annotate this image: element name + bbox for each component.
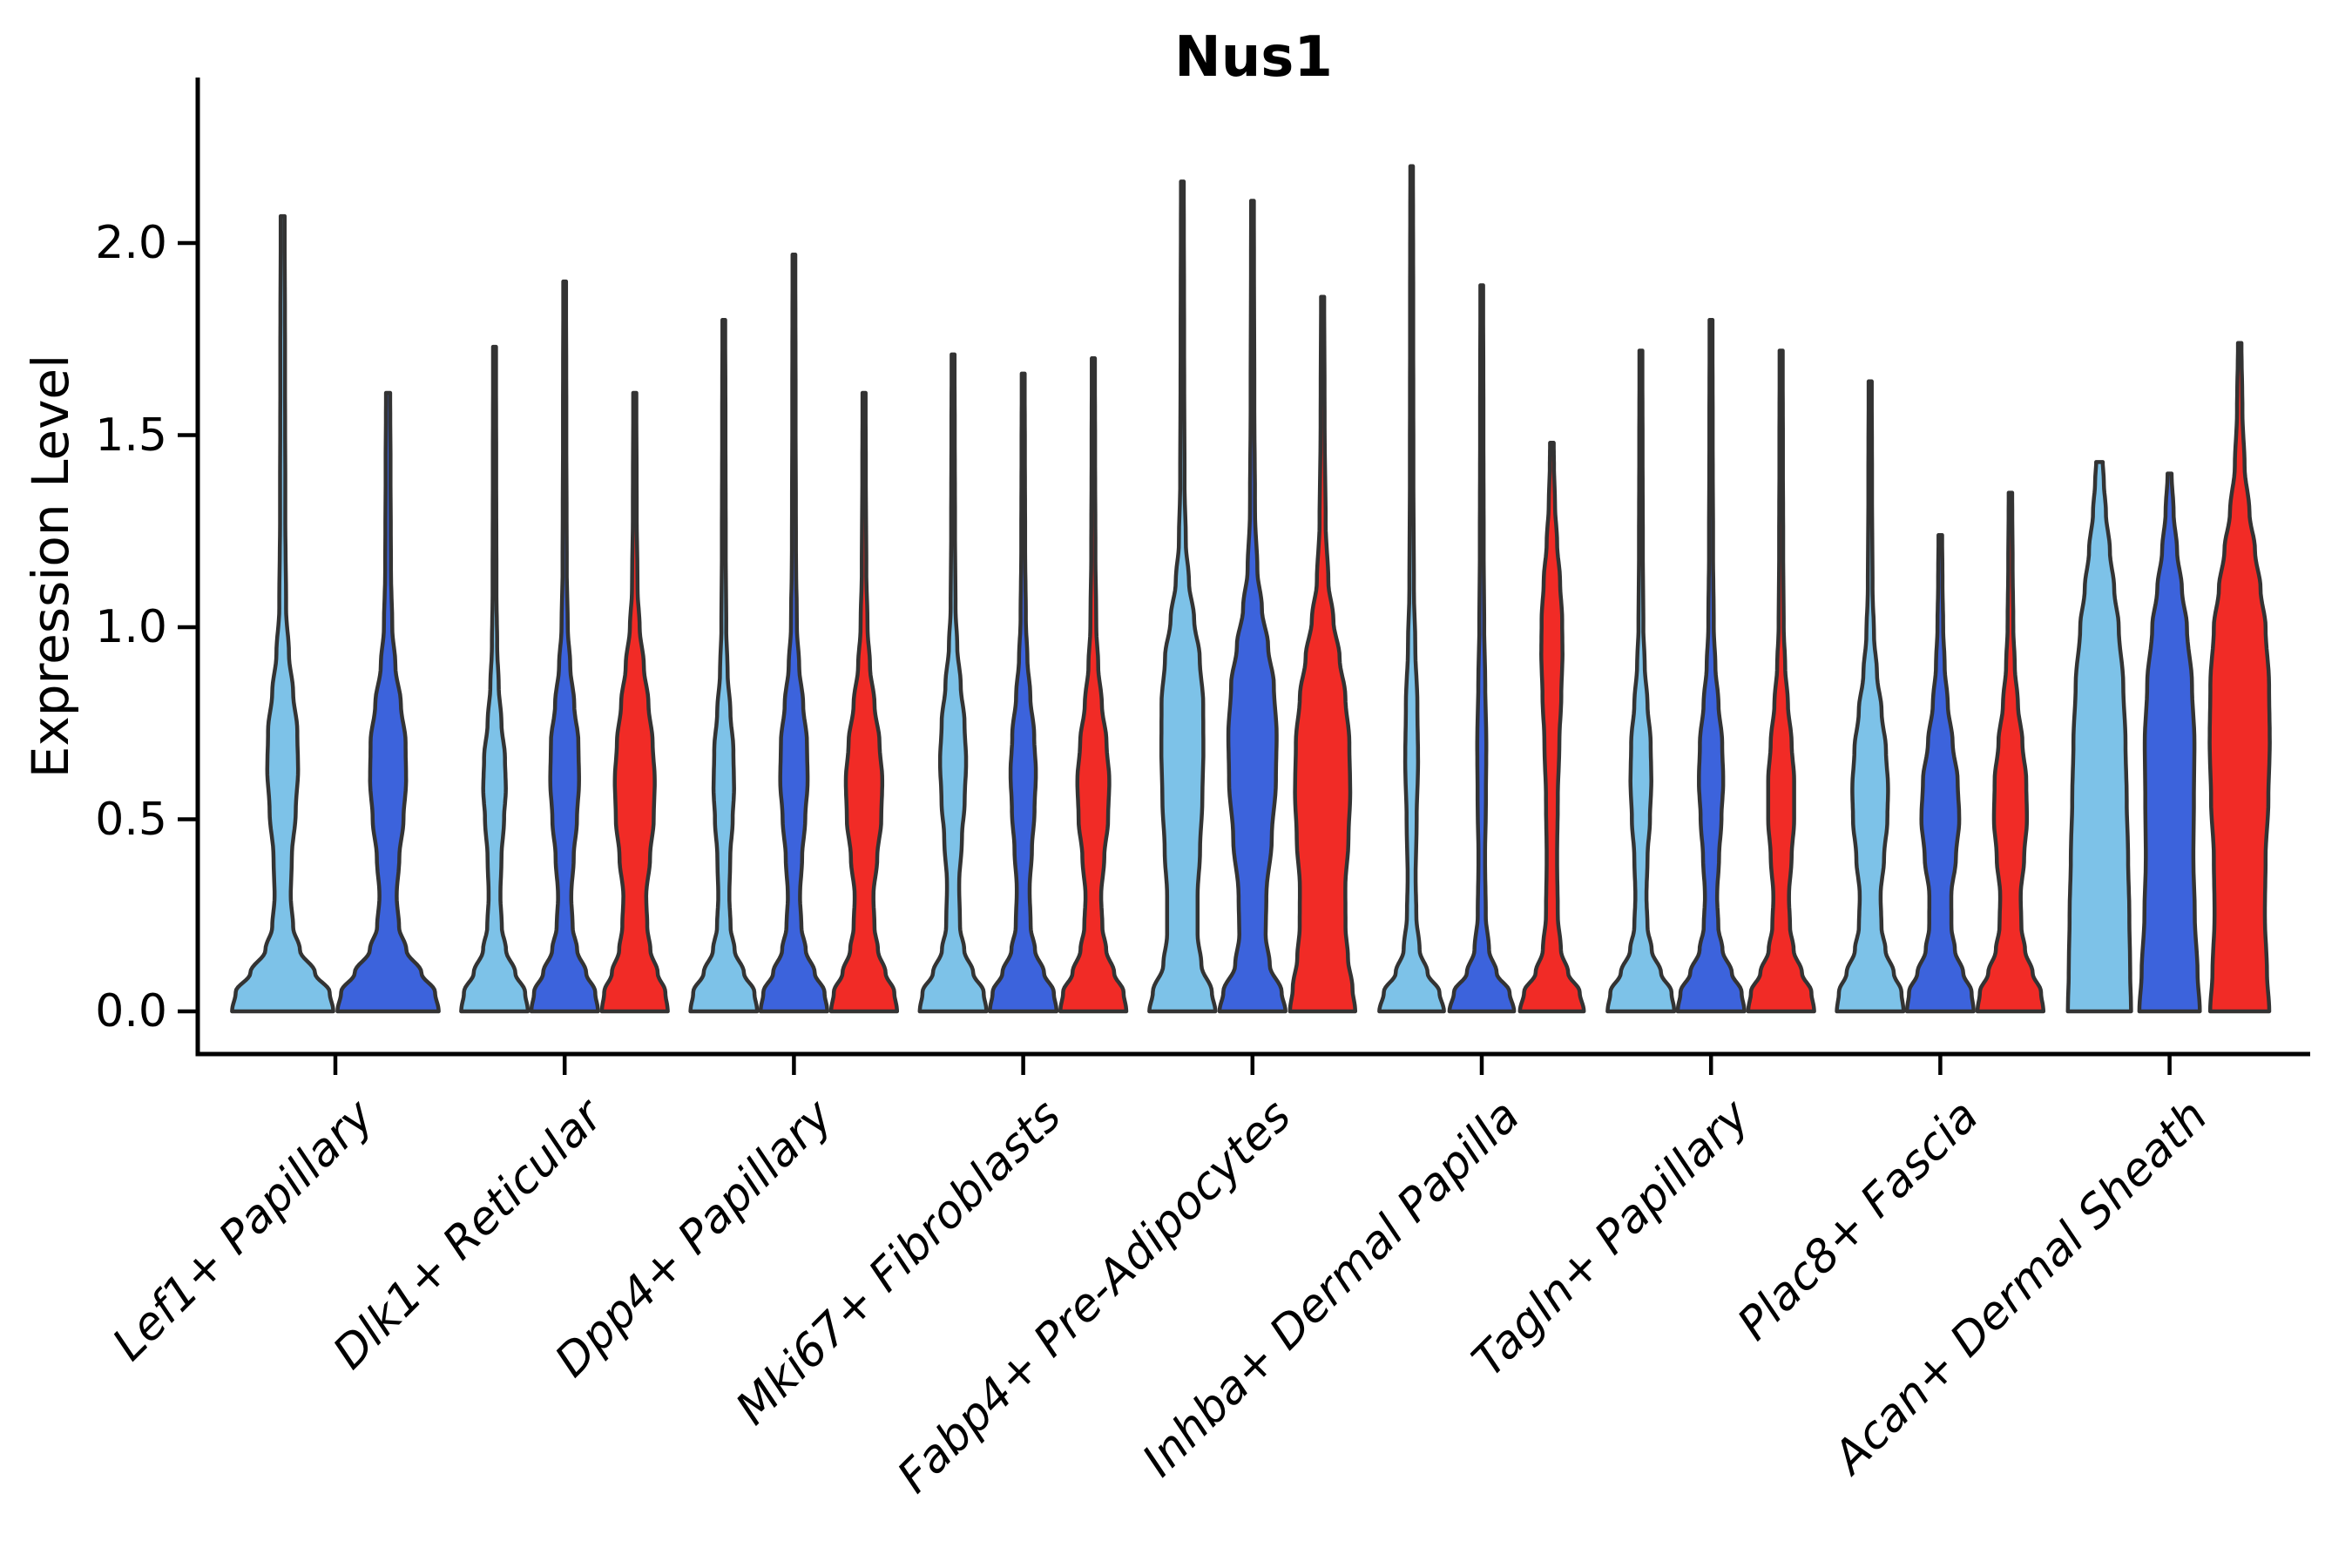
violin-tagln-papillary-dark-blue bbox=[1675, 317, 1747, 1014]
violin-mki67-fibroblasts-light-blue bbox=[917, 352, 989, 1014]
violin-plac8-fascia-light-blue bbox=[1835, 379, 1906, 1014]
violin-plac8-fascia-dark-blue bbox=[1904, 532, 1976, 1014]
y-tick-label: 1.0 bbox=[95, 601, 167, 653]
violin-dlk1-reticular-light-blue bbox=[459, 344, 531, 1014]
violin-plac8-fascia-red bbox=[1975, 490, 2046, 1014]
violin-acan-dermal-sheath-red bbox=[2207, 341, 2272, 1014]
violin-fabp4-pre-adipocytes-dark-blue bbox=[1217, 199, 1288, 1014]
violin-acan-dermal-sheath-light-blue bbox=[2065, 460, 2133, 1014]
y-tick-label: 0.5 bbox=[95, 793, 167, 846]
violin-tagln-papillary-light-blue bbox=[1605, 348, 1677, 1014]
violin-fabp4-pre-adipocytes-red bbox=[1288, 294, 1358, 1014]
violin-fabp4-pre-adipocytes-light-blue bbox=[1147, 179, 1218, 1014]
violin-lef1-papillary-light-blue bbox=[230, 213, 335, 1014]
y-tick-label: 0.0 bbox=[95, 985, 167, 1037]
violin-inhba-dermal-papilla-light-blue bbox=[1377, 164, 1446, 1014]
violin-mki67-fibroblasts-dark-blue bbox=[988, 371, 1059, 1014]
chart-title: Nus1 bbox=[1174, 25, 1333, 90]
y-tick-label: 2.0 bbox=[95, 217, 167, 269]
violin-acan-dermal-sheath-dark-blue bbox=[2137, 471, 2202, 1014]
violin-lef1-papillary-dark-blue bbox=[335, 390, 441, 1014]
violin-dlk1-reticular-red bbox=[599, 390, 670, 1014]
violin-dlk1-reticular-dark-blue bbox=[529, 279, 600, 1014]
violin-tagln-papillary-red bbox=[1746, 348, 1816, 1014]
violin-dpp4-papillary-dark-blue bbox=[758, 252, 829, 1014]
y-tick-label: 1.5 bbox=[95, 409, 167, 462]
violin-mki67-fibroblasts-red bbox=[1058, 356, 1129, 1014]
y-axis-label: Expression Level bbox=[21, 354, 80, 779]
violin-dpp4-papillary-red bbox=[828, 390, 900, 1014]
violin-dpp4-papillary-light-blue bbox=[688, 317, 760, 1014]
violin-inhba-dermal-papilla-dark-blue bbox=[1447, 283, 1517, 1014]
violin-inhba-dermal-papilla-red bbox=[1517, 441, 1586, 1014]
